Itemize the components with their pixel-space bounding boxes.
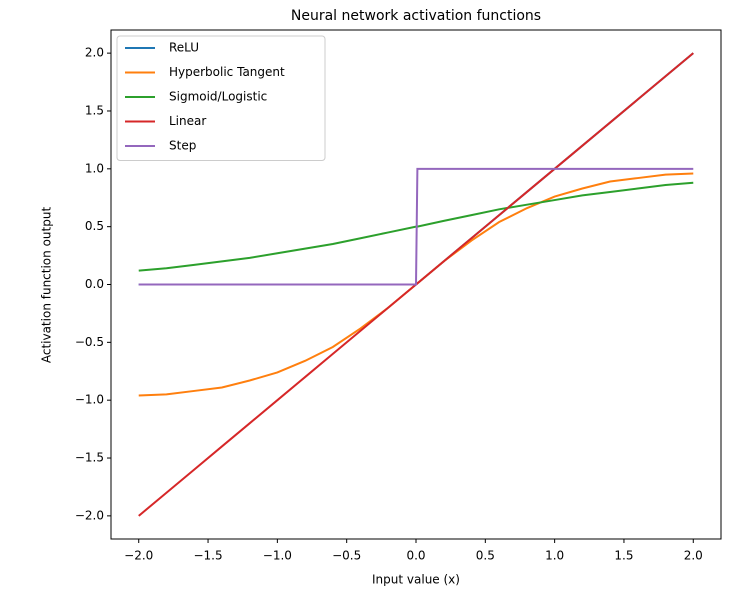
y-tick-label: −2.0 [75, 508, 104, 522]
legend-label: Step [169, 139, 196, 153]
y-tick-label: 0.5 [85, 219, 104, 233]
x-tick-label: −0.5 [332, 549, 361, 563]
x-tick-label: −1.5 [193, 549, 222, 563]
x-tick-label: 1.0 [545, 549, 564, 563]
y-tick-label: −1.5 [75, 451, 104, 465]
x-tick-label: −2.0 [124, 549, 153, 563]
x-axis-label: Input value (x) [372, 573, 460, 587]
legend-label: ReLU [169, 41, 199, 55]
chart-title: Neural network activation functions [291, 8, 541, 24]
legend-label: Sigmoid/Logistic [169, 90, 267, 104]
x-tick-label: 2.0 [684, 549, 703, 563]
x-tick-label: −1.0 [263, 549, 292, 563]
x-tick-label: 0.0 [406, 549, 425, 563]
x-tick-label: 0.5 [476, 549, 495, 563]
y-tick-label: −1.0 [75, 393, 104, 407]
legend-label: Linear [169, 114, 206, 128]
y-axis-label: Activation function output [40, 207, 54, 364]
plot-frame [110, 29, 722, 540]
legend-label: Hyperbolic Tangent [169, 65, 285, 79]
y-tick-label: 2.0 [85, 46, 104, 60]
y-tick-label: −0.5 [75, 335, 104, 349]
y-tick-label: 1.0 [85, 161, 104, 175]
y-tick-label: 0.0 [85, 277, 104, 291]
legend-box [116, 35, 326, 161]
x-tick-label: 1.5 [614, 549, 633, 563]
y-tick-label: 1.5 [85, 103, 104, 117]
series-line [138, 167, 694, 286]
